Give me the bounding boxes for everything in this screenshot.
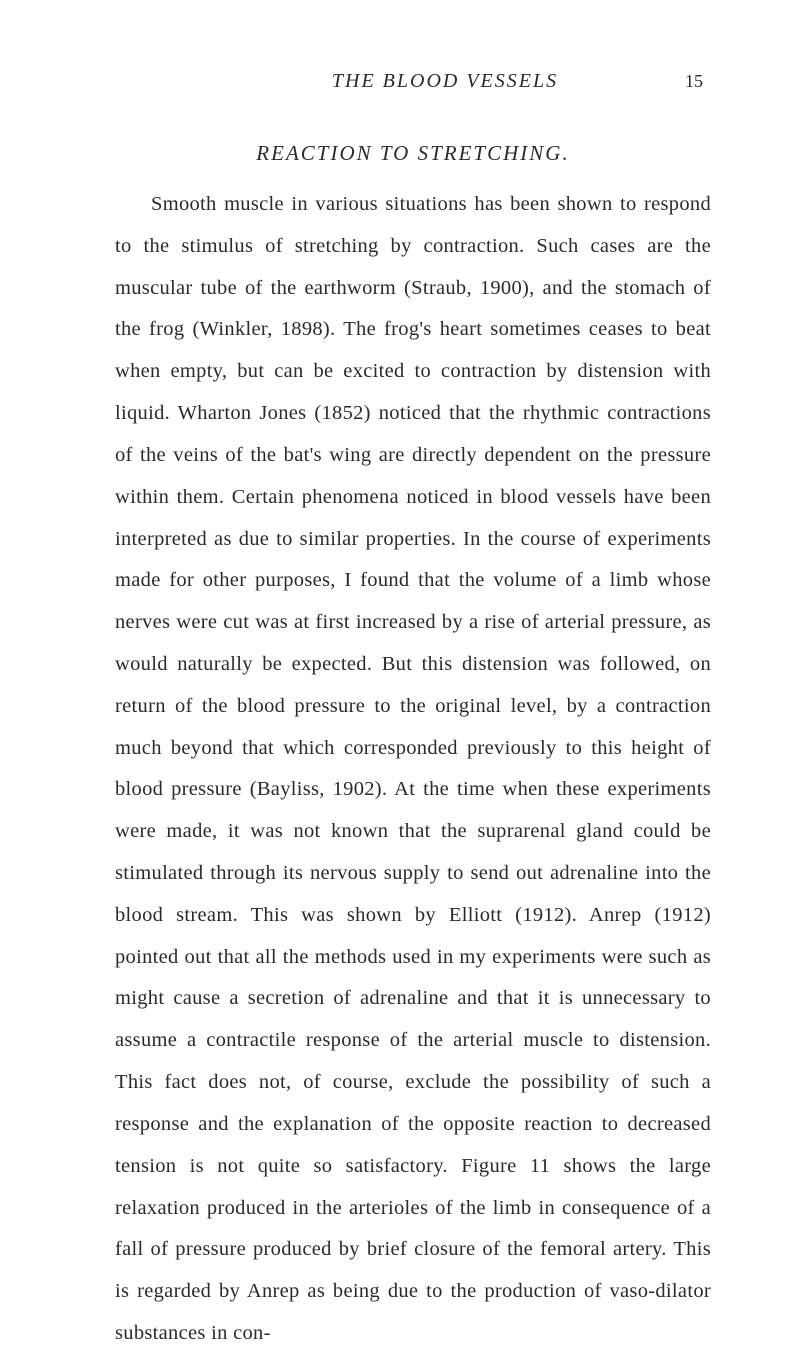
running-header: THE BLOOD VESSELS 15: [115, 70, 711, 93]
section-heading: REACTION TO STRETCHING.: [115, 141, 711, 166]
page-number: 15: [685, 71, 703, 92]
running-title: THE BLOOD VESSELS: [225, 70, 665, 93]
body-paragraph: Smooth muscle in various situations has …: [115, 184, 711, 1355]
page-container: THE BLOOD VESSELS 15 REACTION TO STRETCH…: [0, 0, 801, 1332]
